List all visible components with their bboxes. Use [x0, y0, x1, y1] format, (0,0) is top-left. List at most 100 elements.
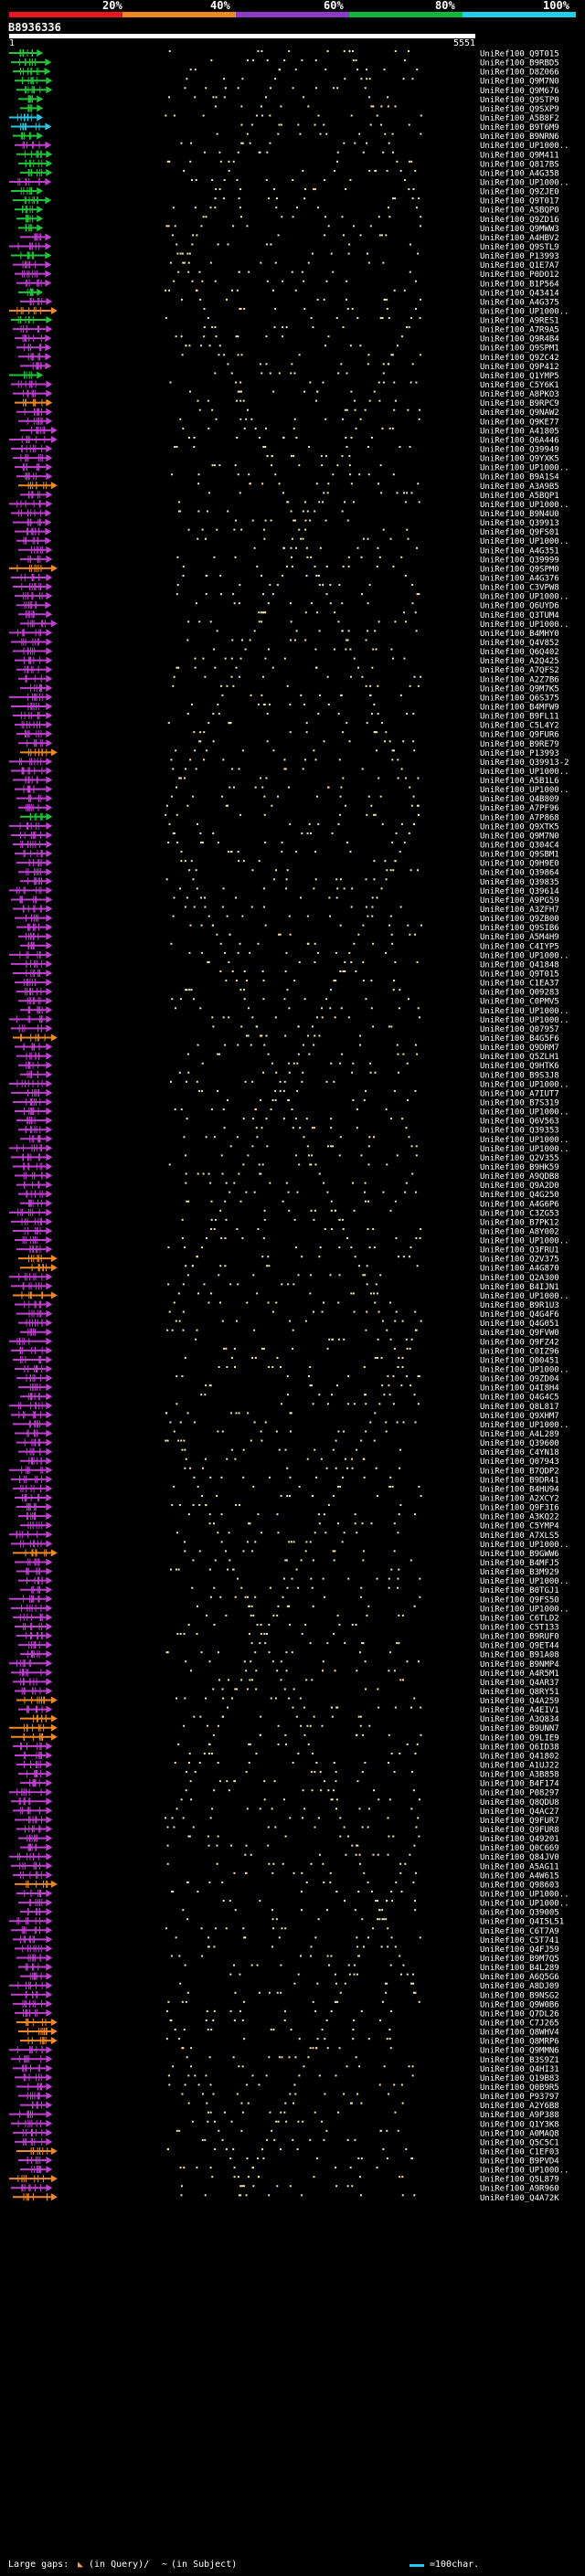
hit-gap-marker — [412, 740, 415, 743]
hit-gap-marker — [186, 1412, 189, 1415]
hit-gap-marker — [206, 1237, 208, 1240]
hit-gap-marker — [217, 1651, 219, 1654]
hit-gap-marker — [186, 1053, 189, 1055]
hit-gap-marker — [320, 1789, 323, 1792]
hit-gap-marker — [375, 648, 378, 651]
hit-gap-marker — [324, 418, 327, 420]
hit-label: UniRef100_B9PVD4 — [480, 2157, 559, 2167]
hit-arrow — [46, 785, 53, 793]
hit-label: UniRef100_B9R1U3 — [480, 1301, 559, 1310]
hit-gap-marker — [295, 1715, 298, 1718]
hit-gap-marker — [268, 1366, 271, 1369]
hit-gap-marker — [188, 989, 191, 991]
hit-gap-marker — [336, 151, 339, 154]
hit-gap-marker — [262, 887, 265, 890]
hit-gap-marker — [247, 408, 250, 411]
hit-gap-marker — [200, 896, 203, 899]
hit-gap-marker — [409, 270, 411, 273]
hit-gap-marker — [232, 1568, 235, 1571]
hit-gap-marker — [354, 1256, 356, 1258]
hit-gap-marker — [387, 207, 389, 209]
hit-gap-marker — [217, 1089, 219, 1092]
hit-gap-marker — [284, 1733, 287, 1736]
hit-gap-marker — [362, 151, 365, 154]
hit-arrow — [46, 979, 53, 987]
hit-gap-marker — [232, 786, 235, 789]
hit-gap-marker — [375, 1900, 378, 1903]
hit-gap-marker — [269, 2111, 271, 2114]
hit-gap-marker — [365, 1430, 367, 1433]
hit-gap-marker — [294, 1246, 297, 1249]
hit-gap-marker — [179, 887, 182, 890]
hit-gap-marker — [333, 648, 335, 651]
hit-gap-marker — [193, 906, 196, 908]
hit-gap-marker — [245, 1191, 248, 1193]
hit-gap-marker — [325, 2129, 328, 2132]
hit-gap-marker — [262, 1347, 265, 1350]
hit-gap-marker — [191, 1586, 194, 1589]
hit-gap-marker — [186, 1274, 189, 1277]
hit-gap-marker — [411, 2065, 414, 2068]
hit-gap-marker — [300, 1724, 303, 1727]
hit-gap-marker — [309, 519, 312, 522]
hit-gap-marker — [337, 1430, 340, 1433]
hit-gap-marker — [418, 1016, 420, 1019]
hit-row: UniRef100_Q3FRU1 — [16, 1246, 559, 1256]
hit-gap-marker — [258, 1163, 261, 1166]
hit-arrow — [45, 251, 52, 260]
hit-gap-marker — [314, 1532, 316, 1534]
hit-gap-marker — [356, 1448, 358, 1451]
hit-gap-marker — [310, 1274, 313, 1277]
hit-gap-marker — [314, 1448, 316, 1451]
hit-gap-marker — [253, 1329, 256, 1331]
hit-row: UniRef100_UP1000.. — [11, 767, 569, 777]
hit-gap-marker — [221, 1320, 224, 1322]
hit-gap-marker — [206, 510, 208, 513]
hit-label: UniRef100_Q5L879 — [480, 2176, 559, 2185]
hit-gap-marker — [292, 1329, 294, 1331]
hit-gap-marker — [206, 2102, 208, 2104]
hit-gap-marker — [309, 2138, 312, 2141]
hit-row: UniRef100_B9RUF0 — [16, 1632, 559, 1642]
hit-label: UniRef100_Q4B809 — [480, 795, 559, 804]
hit-gap-marker — [343, 142, 346, 144]
hit-gap-marker — [168, 50, 171, 52]
hit-gap-marker — [313, 1044, 315, 1046]
hit-gap-marker — [309, 1163, 312, 1166]
hit-arrow — [46, 1144, 53, 1152]
hit-row: UniRef100_B7QDP2 — [9, 1466, 559, 1476]
hit-gap-marker — [213, 1789, 216, 1792]
hit-gap-marker — [401, 2176, 404, 2178]
hit-gap-marker — [284, 768, 287, 770]
hit-gap-marker — [228, 1789, 230, 1792]
hit-gap-marker — [168, 160, 171, 163]
hit-label: UniRef100_Q9FVW0 — [480, 1329, 559, 1338]
hit-gap-marker — [377, 684, 379, 687]
hit-gap-marker — [210, 1218, 213, 1221]
hit-gap-marker — [226, 298, 229, 301]
hit-gap-marker — [278, 482, 281, 485]
hit-gap-marker — [283, 1080, 286, 1083]
hit-gap-marker — [375, 1467, 378, 1469]
hit-row: UniRef100_Q9FUR6 — [16, 730, 559, 740]
hit-gap-marker — [392, 565, 395, 567]
hit-arrow — [46, 168, 53, 176]
hit-gap-marker — [182, 2047, 185, 2050]
hit-gap-marker — [207, 1936, 210, 1939]
hit-gap-marker — [173, 1485, 176, 1488]
hit-gap-marker — [303, 758, 306, 761]
hit-gap-marker — [400, 1384, 403, 1387]
hit-arrow — [46, 905, 53, 913]
hit-gap-marker — [288, 1007, 291, 1010]
hit-gap-marker — [183, 2167, 186, 2169]
hit-row: UniRef100_UP1000.. — [15, 592, 569, 602]
hit-gap-marker — [401, 1118, 404, 1120]
hit-gap-marker — [165, 1927, 167, 1930]
hit-gap-marker — [266, 455, 269, 458]
hit-gap-marker — [187, 2102, 190, 2104]
hit-gap-marker — [218, 1780, 221, 1783]
hit-gap-marker — [409, 1256, 411, 1258]
hit-gap-marker — [316, 2038, 319, 2041]
hit-row: UniRef100_A4EIV1 — [18, 1705, 559, 1715]
hit-gap-marker — [292, 1283, 295, 1286]
